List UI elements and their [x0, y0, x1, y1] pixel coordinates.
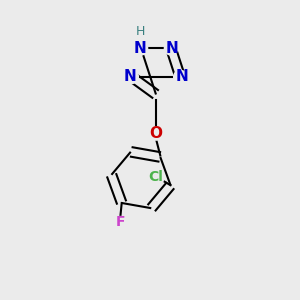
- Text: N: N: [124, 69, 136, 84]
- Text: N: N: [133, 41, 146, 56]
- Circle shape: [147, 168, 164, 185]
- Text: Cl: Cl: [148, 170, 163, 184]
- Circle shape: [125, 70, 138, 83]
- Text: F: F: [116, 215, 125, 230]
- Circle shape: [149, 127, 163, 140]
- Text: N: N: [166, 41, 179, 56]
- Text: N: N: [176, 69, 188, 84]
- Text: O: O: [149, 126, 163, 141]
- Text: H: H: [136, 26, 145, 38]
- Circle shape: [114, 217, 126, 229]
- Circle shape: [134, 42, 148, 55]
- Circle shape: [174, 70, 187, 83]
- Circle shape: [164, 42, 178, 55]
